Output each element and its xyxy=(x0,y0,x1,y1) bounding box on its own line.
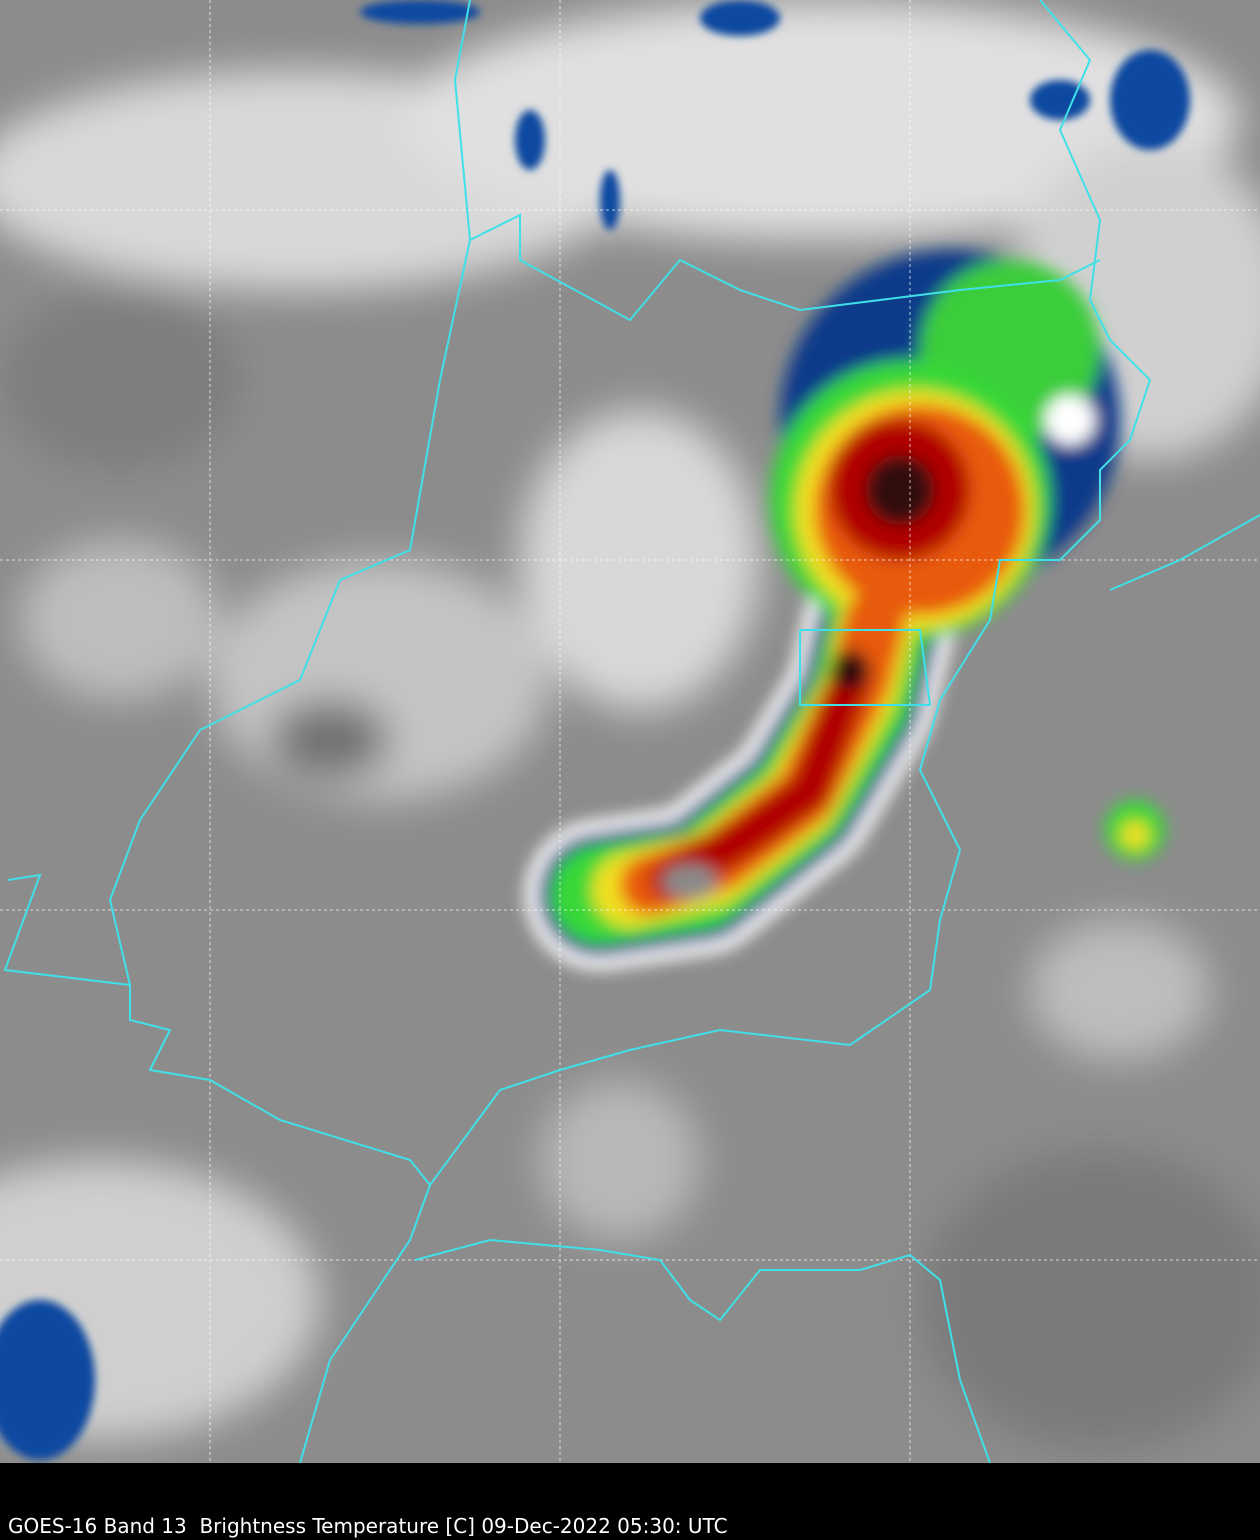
borders xyxy=(3,0,1260,1463)
caption: GOES-16 Band 13 Brightness Temperature [… xyxy=(8,1514,728,1538)
grid-lines xyxy=(0,0,1260,1463)
convective-cells xyxy=(0,0,1190,1460)
storm-system xyxy=(525,250,1165,970)
cloud-cover xyxy=(0,0,1260,1450)
satellite-image xyxy=(0,0,1260,1463)
